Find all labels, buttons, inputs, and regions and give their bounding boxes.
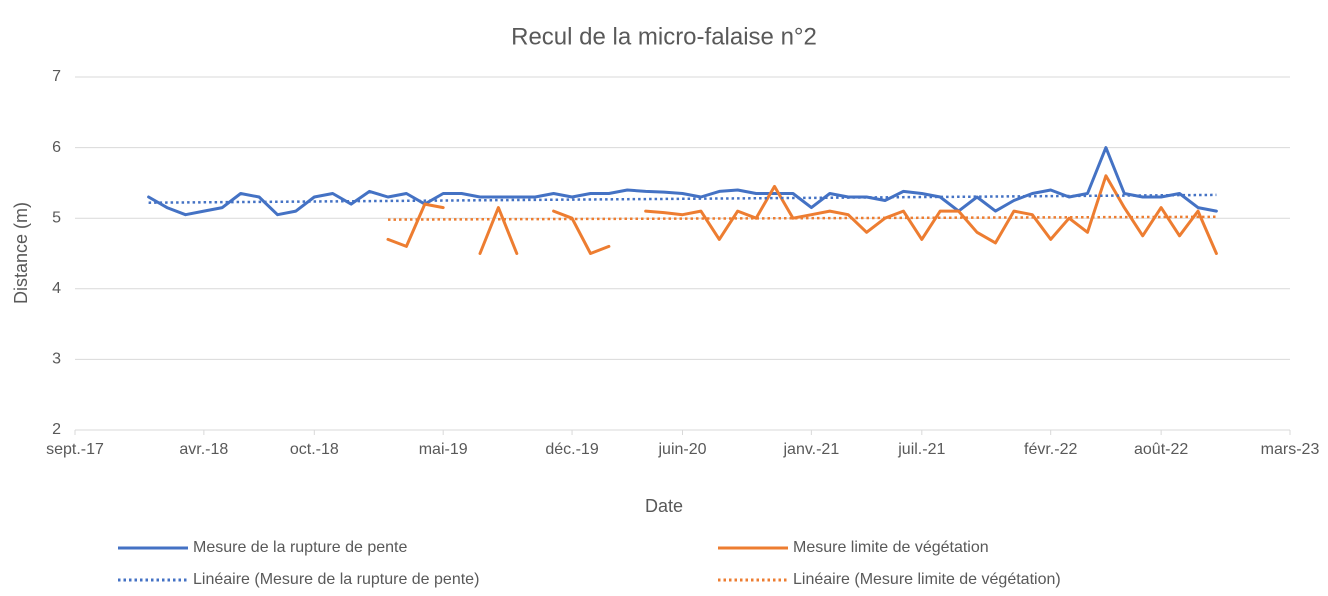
x-tick-label: janv.-21: [782, 441, 839, 458]
x-tick-label: août-22: [1134, 441, 1188, 458]
y-tick-label: 7: [52, 68, 61, 85]
x-tick-label: juil.-21: [897, 441, 945, 458]
legend-label: Mesure limite de végétation: [793, 539, 989, 556]
y-tick-label: 5: [52, 209, 61, 226]
y-axis-title: Distance (m): [11, 202, 31, 304]
x-tick-label: avr.-18: [179, 441, 228, 458]
data-line: [147, 146, 1218, 217]
x-tick-label: févr.-22: [1024, 441, 1077, 458]
chart-title: Recul de la micro-falaise n°2: [511, 23, 817, 50]
legend-label: Mesure de la rupture de pente: [193, 539, 407, 556]
trend-line: [387, 215, 1217, 221]
x-tick-label: sept.-17: [46, 441, 104, 458]
x-axis-title: Date: [645, 496, 683, 516]
x-tick-label: mai-19: [419, 441, 468, 458]
legend-label: Linéaire (Mesure de la rupture de pente): [193, 571, 479, 588]
y-tick-label: 2: [52, 421, 61, 438]
x-tick-label: mars-23: [1261, 441, 1320, 458]
y-tick-label: 4: [52, 280, 61, 297]
x-tick-label: oct.-18: [290, 441, 339, 458]
y-tick-label: 6: [52, 139, 61, 156]
x-tick-label: déc.-19: [545, 441, 598, 458]
data-line: [386, 174, 1218, 255]
legend-label: Linéaire (Mesure limite de végétation): [793, 571, 1061, 588]
x-tick-label: juin-20: [657, 441, 706, 458]
y-tick-label: 3: [52, 351, 61, 368]
trend-line: [148, 193, 1217, 204]
